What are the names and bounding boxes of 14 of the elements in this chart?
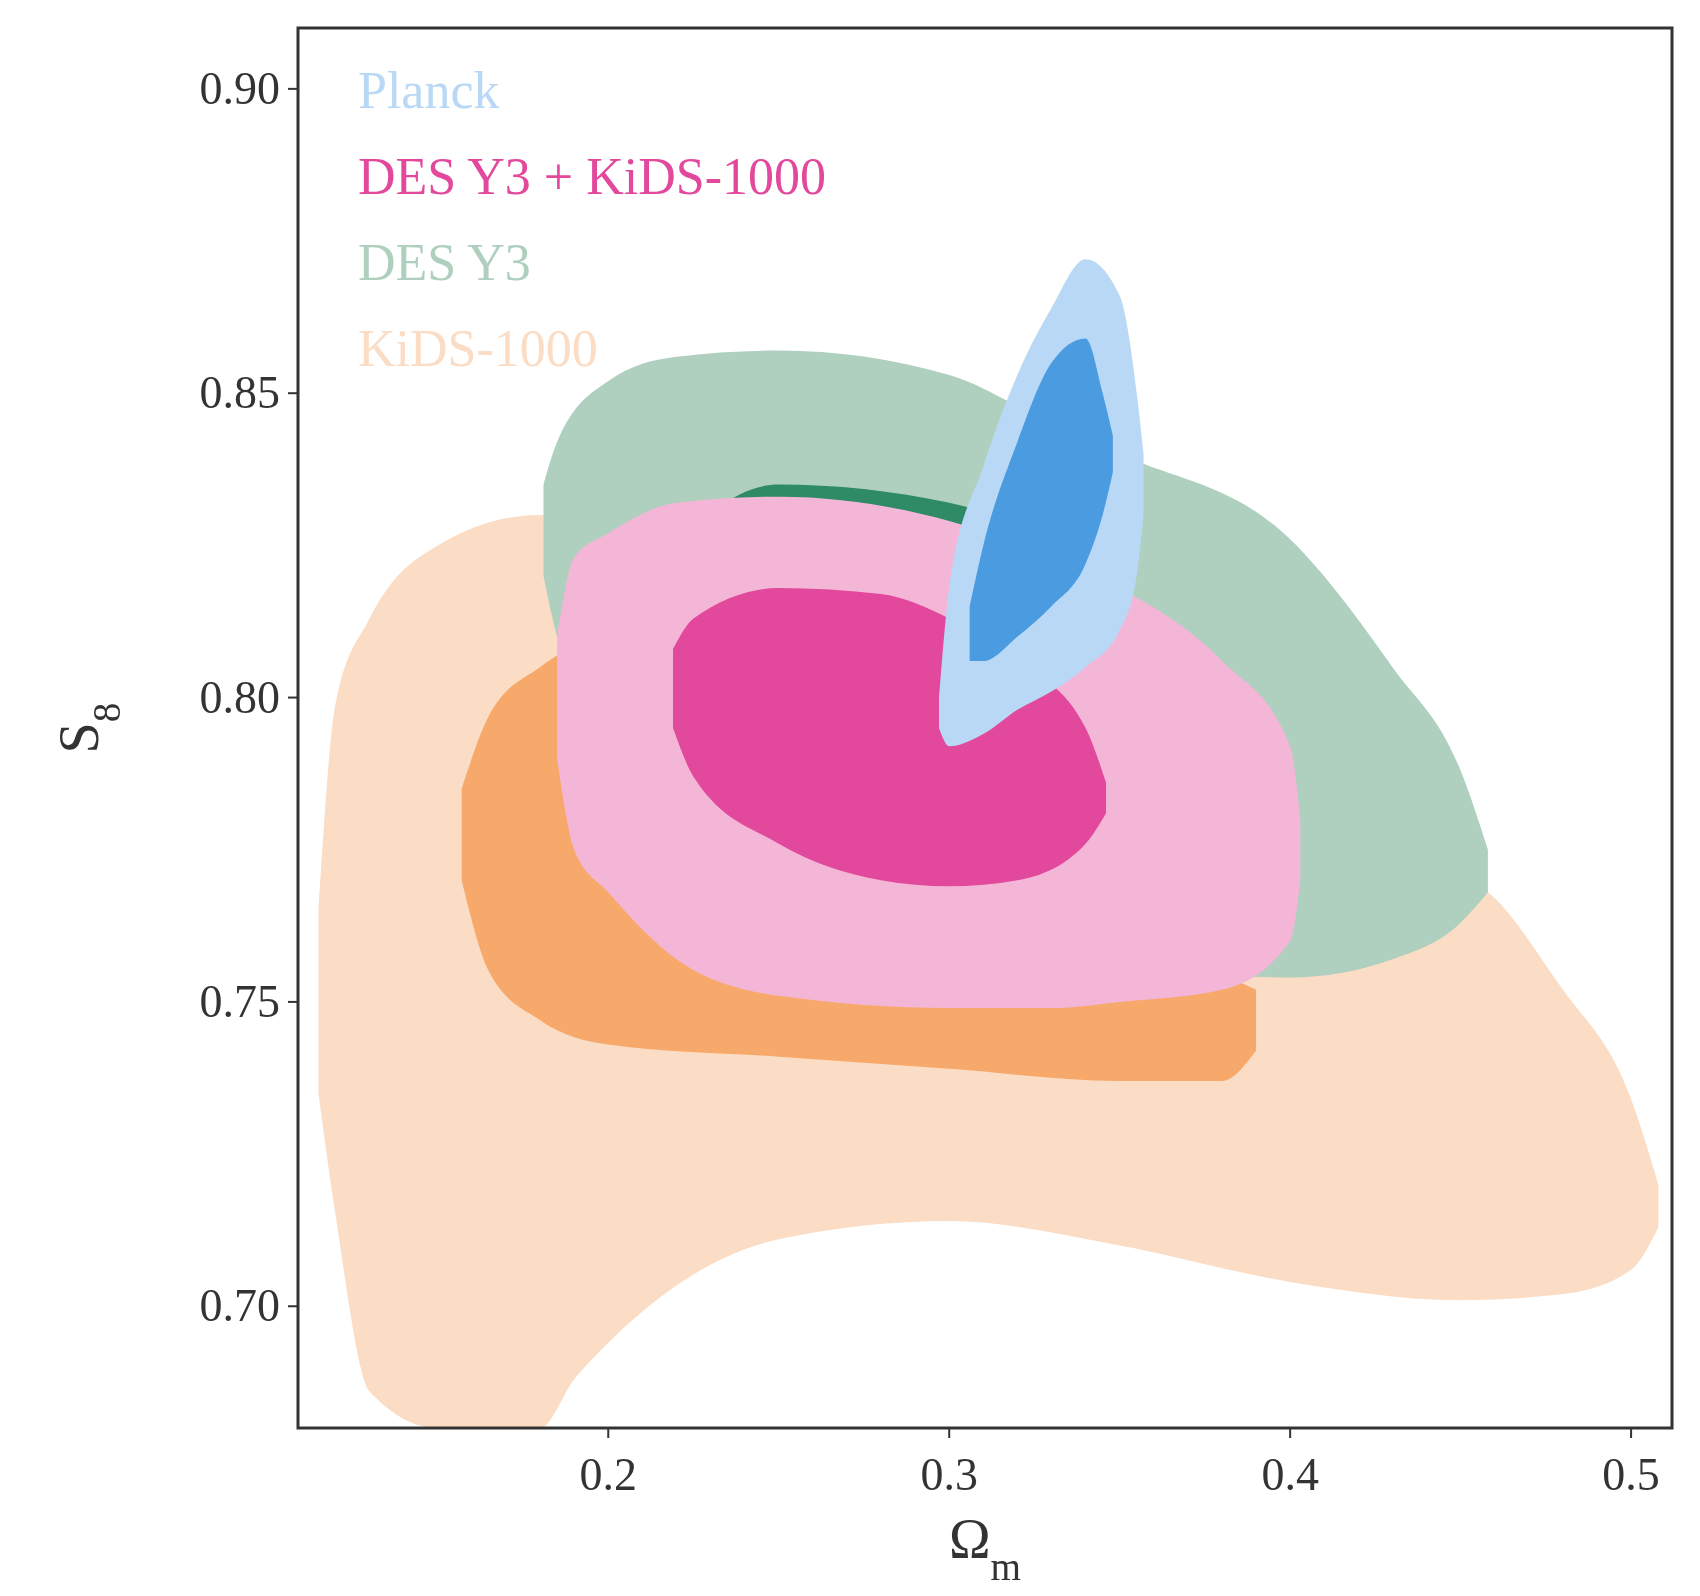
y-tick-label: 0.80: [199, 671, 280, 723]
legend-label: DES Y3: [358, 234, 531, 291]
x-axis-title: Ω$_{m}$: [948, 1508, 1022, 1588]
x-tick-label: 0.2: [579, 1449, 638, 1500]
y-tick-label: 0.70: [199, 1280, 280, 1332]
legend-label: Planck: [358, 62, 500, 119]
legend-label: DES Y3 + KiDS-1000: [358, 148, 826, 205]
y-tick-label: 0.75: [199, 975, 280, 1027]
y-tick-label: 0.90: [199, 62, 280, 114]
x-tick-label: 0.5: [1602, 1449, 1660, 1500]
y-tick-label: 0.85: [199, 367, 280, 419]
x-tick-label: 0.3: [920, 1449, 978, 1500]
x-tick-label: 0.4: [1261, 1449, 1319, 1500]
legend-label: KiDS-1000: [358, 320, 598, 377]
